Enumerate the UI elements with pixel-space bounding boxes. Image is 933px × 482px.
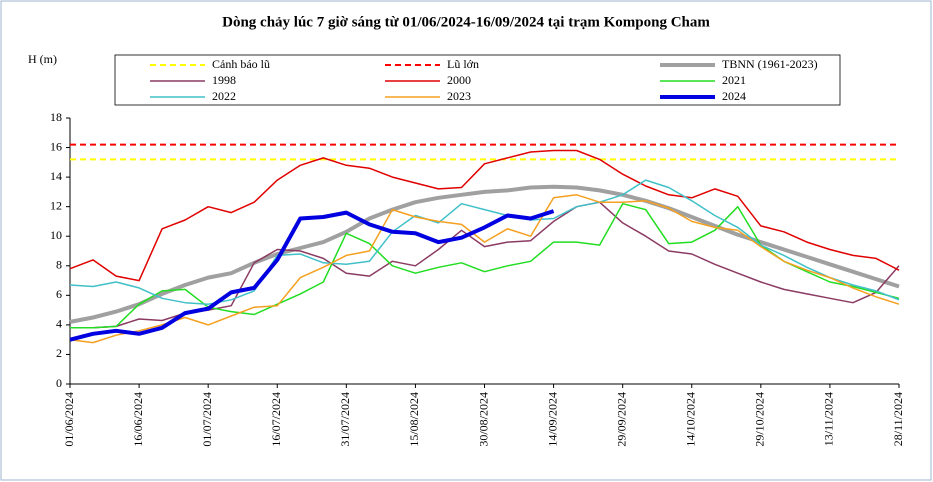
x-tick-label: 16/06/2024 — [131, 392, 145, 447]
chart-title: Dòng chảy lúc 7 giờ sáng từ 01/06/2024-1… — [222, 14, 710, 30]
x-tick-label: 31/07/2024 — [338, 392, 352, 447]
y-tick-label: 10 — [50, 228, 62, 242]
legend-label: Lũ lớn — [447, 57, 479, 71]
y-tick-label: 0 — [56, 376, 62, 390]
x-tick-label: 01/06/2024 — [62, 392, 76, 447]
legend-label: 2021 — [722, 73, 746, 87]
legend — [114, 54, 841, 106]
x-tick-label: 30/08/2024 — [476, 392, 490, 447]
x-tick-label: 14/10/2024 — [684, 392, 698, 447]
x-tick-label: 29/09/2024 — [614, 392, 628, 447]
y-tick-label: 12 — [50, 198, 62, 212]
y-tick-label: 16 — [50, 139, 62, 153]
x-tick-label: 29/10/2024 — [753, 392, 767, 447]
series-line — [69, 179, 900, 305]
y-tick-label: 2 — [56, 346, 62, 360]
legend-label: 2022 — [212, 89, 236, 103]
series-line — [69, 184, 900, 324]
legend-label: 2000 — [447, 73, 471, 87]
x-tick-label: 01/07/2024 — [200, 392, 214, 447]
legend-label: TBNN (1961-2023) — [722, 57, 818, 71]
series-line — [69, 194, 900, 344]
x-tick-label: 14/09/2024 — [545, 392, 559, 447]
y-tick-label: 4 — [56, 317, 62, 331]
legend-label: Cảnh báo lũ — [212, 57, 270, 71]
x-tick-label: 15/08/2024 — [407, 392, 421, 447]
y-tick-label: 6 — [56, 287, 62, 301]
x-tick-label: 13/11/2024 — [822, 392, 836, 446]
y-tick-label: 18 — [50, 110, 62, 124]
x-tick-label: 16/07/2024 — [269, 392, 283, 447]
legend-label: 2023 — [447, 89, 471, 103]
series-line — [69, 209, 555, 342]
x-tick-label: 28/11/2024 — [891, 392, 905, 446]
legend-label: 2024 — [722, 89, 746, 103]
series-line — [69, 149, 900, 282]
y-axis-label: H (m) — [28, 52, 57, 66]
legend-label: 1998 — [212, 73, 236, 87]
y-tick-label: 8 — [56, 258, 62, 272]
y-tick-label: 14 — [50, 169, 62, 183]
